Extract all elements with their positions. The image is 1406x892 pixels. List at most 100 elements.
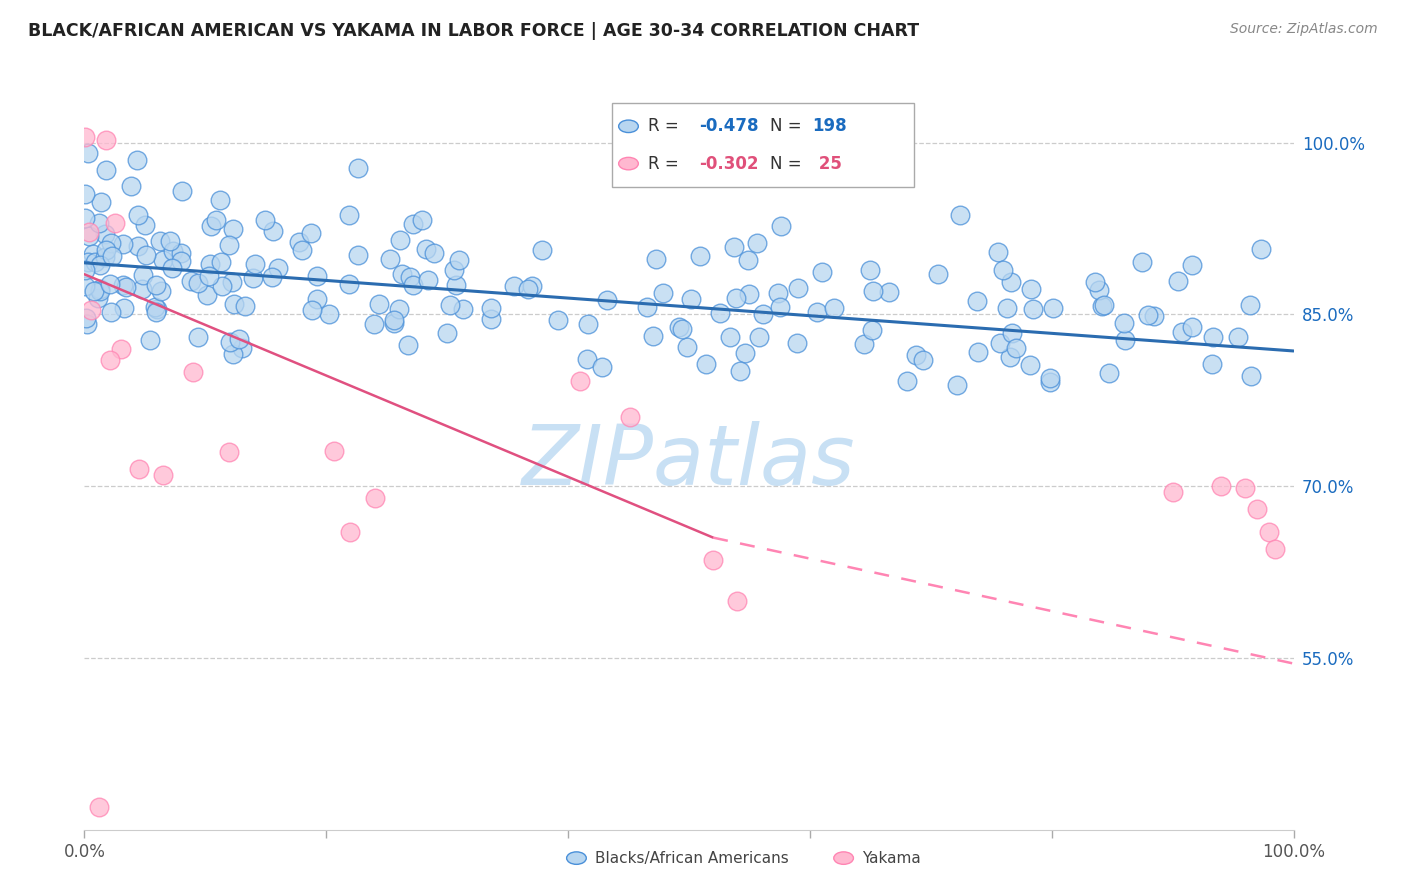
Point <box>125 153 148 167</box>
Point <box>146 302 169 317</box>
Point <box>1088 283 1111 297</box>
Point <box>87 799 110 814</box>
Text: R =: R = <box>648 118 685 136</box>
Point <box>98 277 121 292</box>
Point <box>859 263 882 277</box>
Point <box>1019 282 1042 296</box>
Point <box>1161 484 1184 499</box>
Point <box>110 342 132 356</box>
Point <box>1114 334 1136 348</box>
Point <box>172 184 194 198</box>
Point <box>675 340 697 354</box>
Point <box>132 268 155 282</box>
Point <box>689 249 711 263</box>
Point <box>823 301 845 315</box>
Point <box>1042 301 1064 315</box>
Point <box>75 311 97 326</box>
Point <box>1258 524 1281 539</box>
Point <box>162 244 184 258</box>
Point <box>299 226 322 240</box>
Point <box>318 306 340 320</box>
Point <box>745 236 768 251</box>
Point <box>198 257 221 271</box>
Point <box>1227 330 1250 344</box>
Point <box>877 285 900 299</box>
Point <box>569 374 592 388</box>
Point <box>228 332 250 346</box>
Point <box>995 301 1018 315</box>
Point <box>531 243 554 257</box>
Point <box>77 255 100 269</box>
Point <box>208 193 231 207</box>
Point <box>135 248 157 262</box>
Point <box>104 216 127 230</box>
Point <box>966 294 988 309</box>
Point <box>770 219 793 234</box>
Point <box>737 252 759 267</box>
Point <box>149 234 172 248</box>
Point <box>77 225 100 239</box>
Point <box>451 301 474 316</box>
Point <box>766 285 789 300</box>
Point <box>291 243 314 257</box>
Point <box>1240 368 1263 383</box>
Point <box>401 277 423 292</box>
Point <box>391 267 413 281</box>
Point <box>198 268 221 283</box>
Point <box>787 281 810 295</box>
Point <box>94 227 117 241</box>
Point <box>769 300 792 314</box>
Point <box>1005 341 1028 355</box>
Point <box>143 300 166 314</box>
Point <box>218 444 240 458</box>
Point <box>905 348 928 362</box>
Point <box>1181 320 1204 334</box>
Point <box>187 277 209 291</box>
Point <box>152 253 174 268</box>
Point <box>786 335 808 350</box>
Point <box>998 351 1021 365</box>
Point <box>853 337 876 351</box>
Point <box>204 213 226 227</box>
Point <box>725 593 748 607</box>
Point <box>145 278 167 293</box>
Point <box>1167 274 1189 288</box>
Point <box>503 279 526 293</box>
Point <box>987 245 1010 260</box>
Point <box>619 410 641 425</box>
Point <box>96 243 118 257</box>
Point <box>222 347 245 361</box>
Point <box>1092 298 1115 312</box>
Point <box>1091 299 1114 313</box>
Point <box>695 357 717 371</box>
Point <box>479 312 502 326</box>
Point <box>1234 481 1257 495</box>
Point <box>195 288 218 302</box>
Point <box>402 217 425 231</box>
Point <box>231 342 253 356</box>
Point <box>77 228 100 243</box>
Point <box>576 317 599 331</box>
Text: Blacks/African Americans: Blacks/African Americans <box>595 851 789 865</box>
Point <box>1202 330 1225 344</box>
Point <box>339 277 361 291</box>
Point <box>363 317 385 331</box>
Point <box>145 304 167 318</box>
Point <box>575 351 598 366</box>
Text: N =: N = <box>770 118 807 136</box>
Point <box>87 291 110 305</box>
Point <box>398 269 420 284</box>
Point <box>79 302 101 317</box>
Point <box>382 313 405 327</box>
Point <box>209 255 232 269</box>
Point <box>83 284 105 298</box>
Text: ZIPatlas: ZIPatlas <box>522 421 856 502</box>
Point <box>101 249 124 263</box>
Point <box>180 274 202 288</box>
Point <box>139 333 162 347</box>
Point <box>1170 325 1192 339</box>
Point <box>1112 316 1135 330</box>
Point <box>337 208 360 222</box>
Point <box>679 292 702 306</box>
Point <box>1000 275 1022 289</box>
